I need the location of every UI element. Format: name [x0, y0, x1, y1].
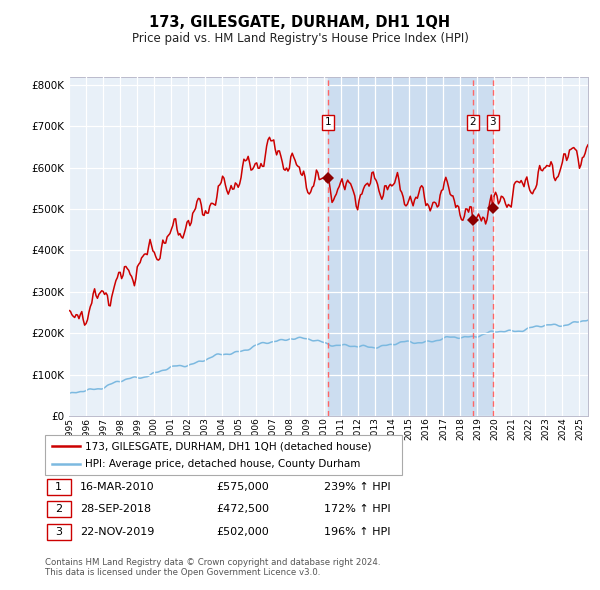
Text: Price paid vs. HM Land Registry's House Price Index (HPI): Price paid vs. HM Land Registry's House …	[131, 32, 469, 45]
Text: 16-MAR-2010: 16-MAR-2010	[80, 482, 154, 491]
Text: £472,500: £472,500	[216, 504, 269, 514]
Bar	[328, 77, 493, 416]
Text: Contains HM Land Registry data © Crown copyright and database right 2024.
This d: Contains HM Land Registry data © Crown c…	[45, 558, 380, 577]
Text: 3: 3	[55, 527, 62, 537]
Text: 172% ↑ HPI: 172% ↑ HPI	[324, 504, 391, 514]
Text: £502,000: £502,000	[216, 527, 269, 537]
Text: £575,000: £575,000	[216, 482, 269, 491]
Text: 2: 2	[55, 504, 62, 514]
Text: 28-SEP-2018: 28-SEP-2018	[80, 504, 151, 514]
Text: HPI: Average price, detached house, County Durham: HPI: Average price, detached house, Coun…	[85, 458, 360, 468]
Text: 173, GILESGATE, DURHAM, DH1 1QH: 173, GILESGATE, DURHAM, DH1 1QH	[149, 15, 451, 30]
Text: 3: 3	[490, 117, 496, 127]
Text: 1: 1	[325, 117, 331, 127]
Text: 2: 2	[470, 117, 476, 127]
Text: 1: 1	[55, 482, 62, 491]
Text: 173, GILESGATE, DURHAM, DH1 1QH (detached house): 173, GILESGATE, DURHAM, DH1 1QH (detache…	[85, 441, 371, 451]
Text: 239% ↑ HPI: 239% ↑ HPI	[324, 482, 391, 491]
Text: 22-NOV-2019: 22-NOV-2019	[80, 527, 154, 537]
Text: 196% ↑ HPI: 196% ↑ HPI	[324, 527, 391, 537]
